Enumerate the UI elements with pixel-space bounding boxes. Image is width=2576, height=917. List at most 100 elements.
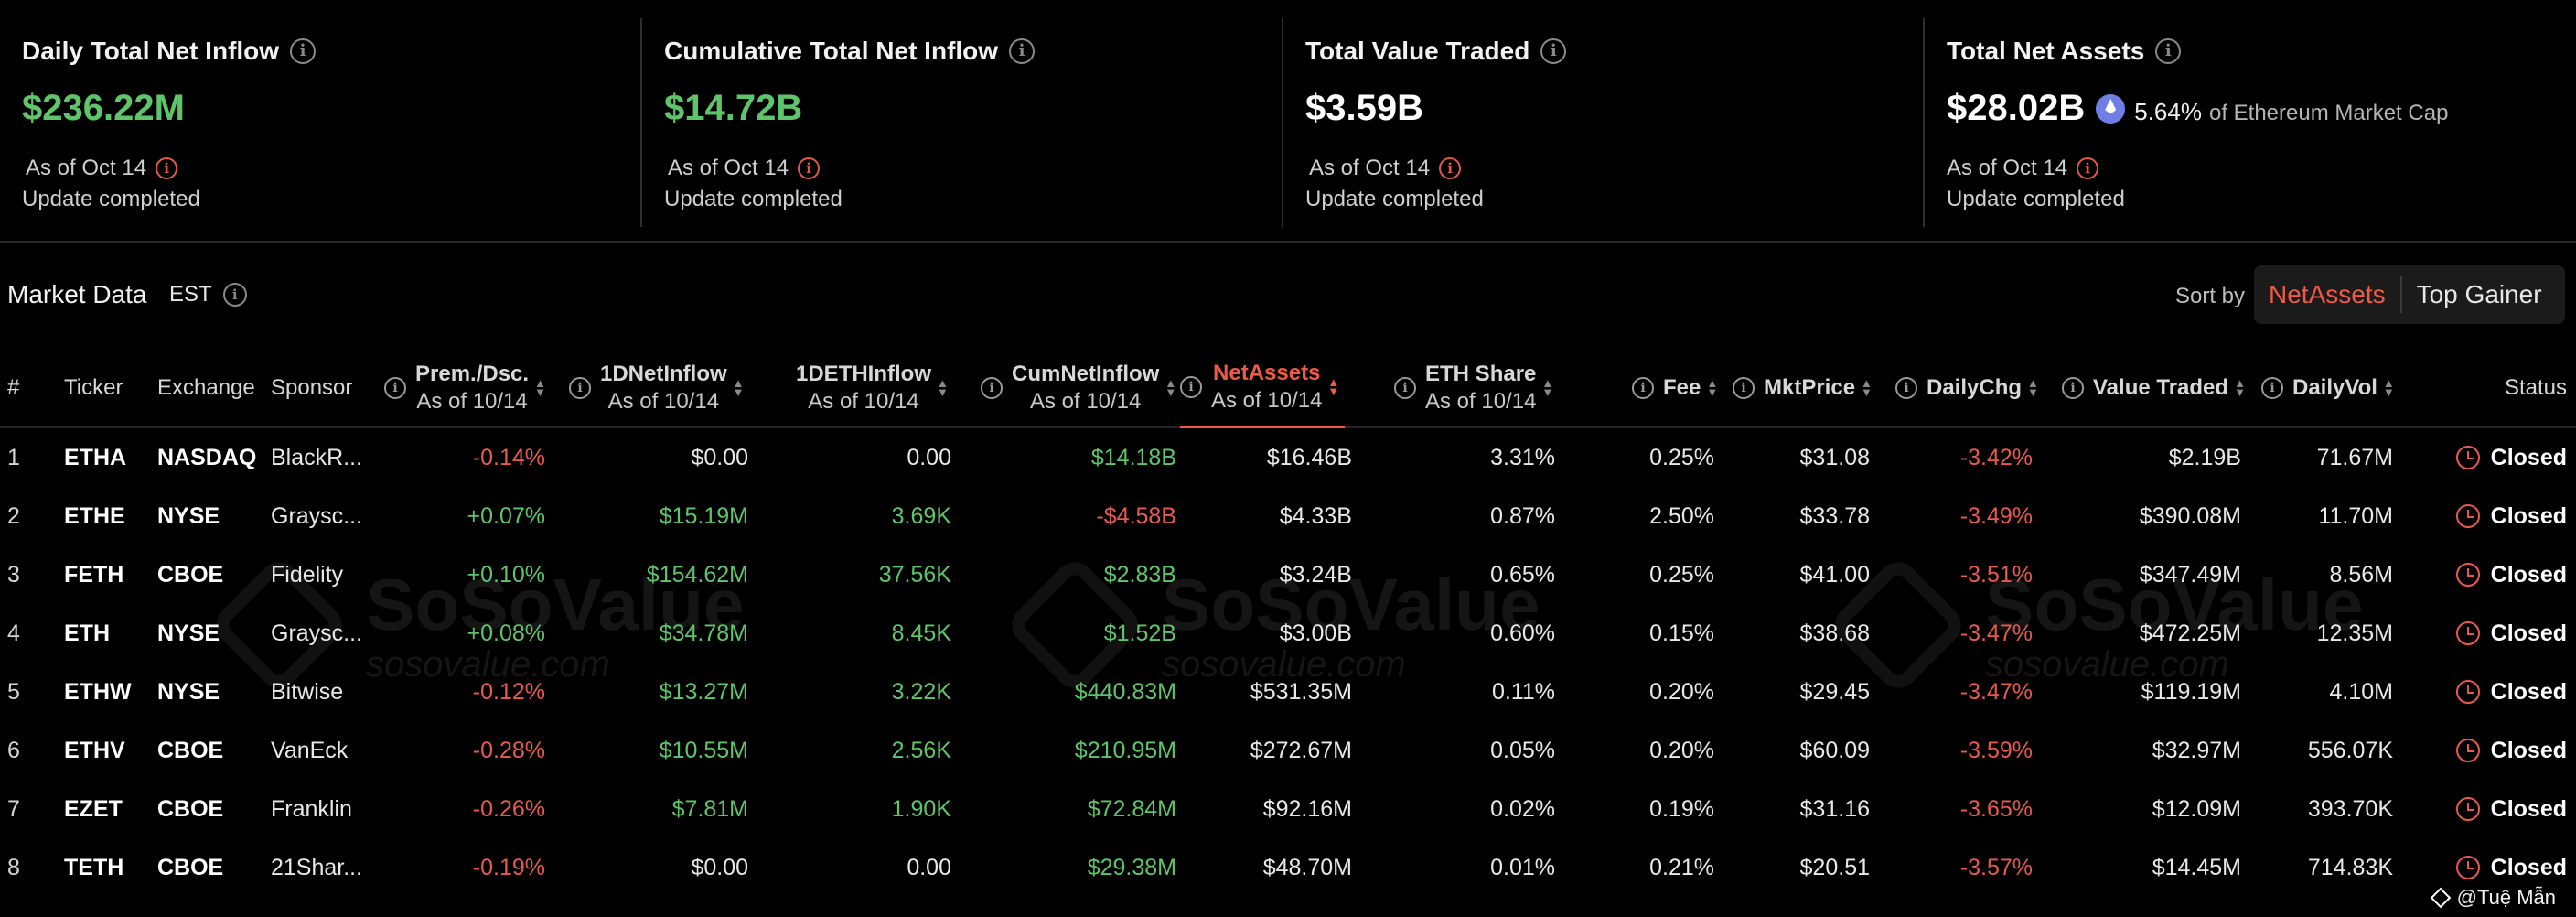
- cell-status: Closed: [2433, 604, 2567, 663]
- cell-ticker[interactable]: EZET: [64, 796, 123, 822]
- cell-fee: 0.25%: [1649, 562, 1714, 588]
- info-icon[interactable]: i: [1895, 377, 1917, 399]
- cell-ticker[interactable]: ETHV: [64, 738, 125, 763]
- card-value: $28.02B: [1947, 88, 2086, 128]
- cell-daily-chg: -3.51%: [1959, 562, 2033, 588]
- info-icon[interactable]: i: [1540, 38, 1567, 64]
- cell-sponsor: Franklin: [271, 796, 352, 822]
- cell-cum-net-inflow: $2.83B: [1103, 562, 1176, 588]
- cell-net-assets: $4.33B: [1279, 503, 1352, 529]
- cell-ticker[interactable]: ETHW: [64, 679, 132, 705]
- table-row[interactable]: 3 FETH CBOE Fidelity +0.10% $154.62M 37.56K $2.…: [0, 545, 2576, 604]
- info-icon[interactable]: i: [384, 377, 406, 399]
- table-row[interactable]: 7 EZET CBOE Franklin -0.26% $7.81M 1.90K $72.84…: [0, 780, 2576, 838]
- col-cum-net-inflow[interactable]: i CumNetInflow As of 10/14 ▲ ▼: [981, 348, 1176, 428]
- col-net-assets[interactable]: i NetAssets As of 10/14 ▲ ▼: [1180, 348, 1346, 428]
- cell-prem-dsc: -0.19%: [472, 855, 545, 880]
- col-1d-net-inflow[interactable]: i 1DNetInflow As of 10/14 ▲ ▼: [569, 348, 745, 428]
- cell-status: Closed: [2433, 428, 2567, 487]
- card-cumulative-net-inflow: Cumulative Total Net Inflow i $14.72B As …: [640, 18, 1281, 227]
- info-icon[interactable]: i: [2261, 377, 2283, 399]
- info-icon[interactable]: i: [1009, 38, 1036, 64]
- sort-netassets-button[interactable]: NetAssets: [2269, 280, 2386, 308]
- cell-ticker[interactable]: ETHE: [64, 503, 125, 529]
- col-mkt-price[interactable]: i MktPrice ▲ ▼: [1733, 348, 1873, 428]
- cell-ticker[interactable]: ETHA: [64, 445, 127, 470]
- cell-exchange: NYSE: [157, 679, 220, 705]
- cell-index: 2: [7, 503, 20, 529]
- table-row[interactable]: 4 ETH NYSE Graysc... +0.08% $34.78M 8.45K $1.52…: [0, 604, 2576, 663]
- table-row[interactable]: 1 ETHA NASDAQ BlackR... -0.14% $0.00 0.00 $14.1…: [0, 428, 2576, 487]
- cell-ticker[interactable]: ETH: [64, 620, 110, 646]
- col-fee[interactable]: i Fee ▲ ▼: [1632, 348, 1718, 428]
- info-icon[interactable]: i: [569, 377, 591, 399]
- col-1d-eth-inflow[interactable]: 1DETHInflow As of 10/14 ▲ ▼: [796, 361, 949, 414]
- cell-1d-eth-inflow: 8.45K: [891, 620, 951, 646]
- col-sponsor: Sponsor: [271, 375, 353, 400]
- cell-1d-net-inflow: $7.81M: [671, 796, 748, 822]
- cell-cum-net-inflow: $1.52B: [1103, 620, 1176, 646]
- col-eth-share[interactable]: i ETH Share As of 10/14 ▲ ▼: [1394, 348, 1553, 428]
- info-icon[interactable]: i: [222, 283, 247, 307]
- col-index: #: [7, 375, 20, 400]
- cell-1d-net-inflow: $13.27M: [659, 679, 748, 705]
- card-value: $236.22M: [22, 88, 185, 128]
- sort-caret-icon: ▲ ▼: [534, 376, 546, 399]
- info-icon[interactable]: i: [290, 38, 317, 64]
- info-icon[interactable]: i: [1439, 157, 1462, 179]
- info-icon[interactable]: i: [156, 157, 178, 179]
- info-icon[interactable]: i: [1632, 377, 1654, 399]
- cell-1d-eth-inflow: 1.90K: [891, 796, 951, 822]
- cell-status: Closed: [2433, 838, 2567, 897]
- cell-status: Closed: [2433, 721, 2567, 780]
- cell-fee: 0.20%: [1649, 738, 1714, 763]
- table-row[interactable]: 5 ETHW NYSE Bitwise -0.12% $13.27M 3.22K $440.8…: [0, 663, 2576, 721]
- cell-daily-vol: 714.83K: [2307, 855, 2393, 880]
- info-icon[interactable]: i: [2062, 377, 2084, 399]
- cell-eth-share: 0.60%: [1490, 620, 1555, 646]
- clock-icon: [2455, 797, 2480, 821]
- section-title: Market Data: [7, 280, 147, 308]
- info-icon[interactable]: i: [2077, 157, 2099, 179]
- ethereum-icon: [2096, 94, 2126, 124]
- col-exchange: Exchange: [157, 375, 255, 400]
- etf-table: # Ticker Exchange Sponsor i Prem./Dsc. As…: [0, 348, 2576, 897]
- info-icon[interactable]: i: [798, 157, 821, 179]
- status-label: Closed: [2490, 855, 2567, 880]
- info-icon[interactable]: i: [2155, 38, 2182, 64]
- as-of-date: As of Oct 14: [668, 156, 789, 180]
- sort-caret-icon: ▲ ▼: [1861, 376, 1873, 399]
- info-icon[interactable]: i: [1733, 377, 1755, 399]
- cell-ticker[interactable]: FETH: [64, 562, 124, 588]
- sort-top-gainer-button[interactable]: Top Gainer: [2399, 276, 2557, 313]
- status-label: Closed: [2490, 679, 2567, 705]
- status-label: Closed: [2490, 738, 2567, 763]
- col-prem-dsc[interactable]: i Prem./Dsc. As of 10/14 ▲ ▼: [384, 348, 546, 428]
- update-status: Update completed: [1305, 187, 1484, 211]
- col-status: Status: [2504, 375, 2567, 400]
- clock-icon: [2455, 680, 2480, 704]
- cell-value-traded: $2.19B: [2168, 445, 2241, 470]
- cell-ticker[interactable]: TETH: [64, 855, 124, 880]
- cell-sponsor: Graysc...: [271, 620, 363, 646]
- cell-status: Closed: [2433, 487, 2567, 545]
- info-icon[interactable]: i: [1394, 377, 1416, 399]
- col-daily-chg[interactable]: i DailyChg ▲ ▼: [1895, 348, 2039, 428]
- table-row[interactable]: 6 ETHV CBOE VanEck -0.28% $10.55M 2.56K $210.95…: [0, 721, 2576, 780]
- card-value: $3.59B: [1305, 88, 1423, 128]
- cell-index: 4: [7, 620, 20, 646]
- sort-caret-icon: ▲ ▼: [1327, 374, 1340, 398]
- cell-value-traded: $14.45M: [2152, 855, 2241, 880]
- col-value-traded[interactable]: i Value Traded ▲ ▼: [2062, 348, 2246, 428]
- sort-caret-icon: ▲ ▼: [1706, 376, 1719, 399]
- info-icon[interactable]: i: [1180, 375, 1202, 398]
- clock-icon: [2455, 856, 2480, 879]
- cell-daily-vol: 393.70K: [2307, 796, 2393, 822]
- card-total-net-assets: Total Net Assets i $28.02B 5.64% of Ether…: [1923, 18, 2576, 227]
- cell-prem-dsc: +0.08%: [467, 620, 546, 646]
- info-icon[interactable]: i: [981, 377, 1003, 399]
- col-daily-vol[interactable]: i DailyVol ▲ ▼: [2261, 348, 2395, 428]
- cell-index: 6: [7, 738, 20, 763]
- table-row[interactable]: 2 ETHE NYSE Graysc... +0.07% $15.19M 3.69K -$4.…: [0, 487, 2576, 545]
- table-row[interactable]: 8 TETH CBOE 21Shar... -0.19% $0.00 0.00 $29.38M…: [0, 838, 2576, 897]
